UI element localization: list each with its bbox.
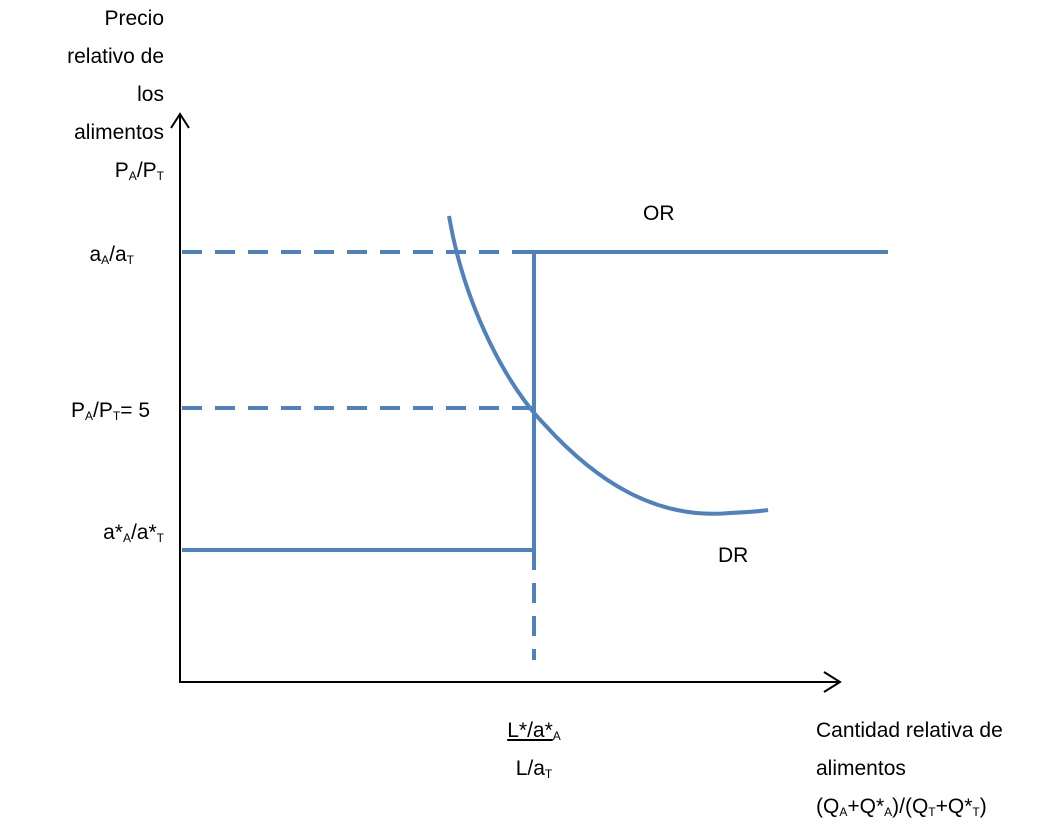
supply-curve-label: OR <box>643 202 675 225</box>
x-axis-title-line1: Cantidad relativa de <box>816 719 1003 742</box>
y-axis-title-line3: los <box>137 83 164 106</box>
y-axis-title-line4: alimentos <box>74 121 164 144</box>
x-axis-title-line2: alimentos <box>816 757 906 780</box>
y-axis-title: Precio relativo de los alimentos PA/PT <box>0 0 164 190</box>
y-axis-title-symbol: PA/PT <box>114 159 164 183</box>
x-tick-quantity: L*/a*A L/aT <box>474 712 594 788</box>
relative-supply-curve <box>182 250 888 552</box>
relative-demand-curve <box>447 215 769 516</box>
x-axis-title-line3: (QA+Q*A)/(QT+Q*T) <box>816 795 987 819</box>
x-tick-denominator: L/aT <box>515 757 553 781</box>
x-axis-arrowhead <box>823 671 842 693</box>
demand-curve-label: DR <box>718 544 749 567</box>
x-tick-numerator: L*/a*A <box>507 719 561 743</box>
y-tick-aA-aT: aA/aT <box>89 243 134 267</box>
y-tick-equilibrium-price: PA/PT= 5 <box>71 399 150 423</box>
x-axis-title: Cantidad relativa de alimentos (QA+Q*A)/… <box>816 712 1003 826</box>
y-axis-title-line1: Precio <box>104 7 164 30</box>
y-tick-aStar: a*A/a*T <box>103 521 164 545</box>
y-axis-arrowhead <box>170 112 190 129</box>
y-axis-title-line2: relativo de <box>67 45 164 68</box>
